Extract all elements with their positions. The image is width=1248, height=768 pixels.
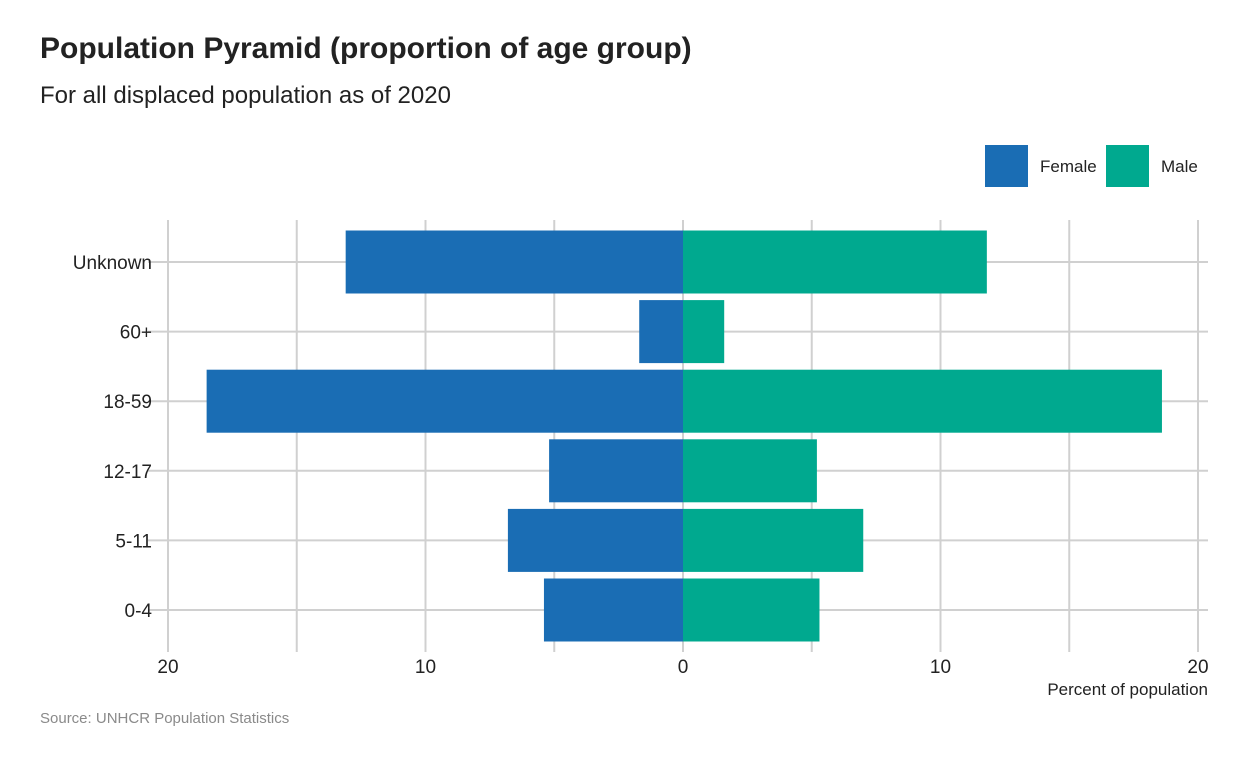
x-tick-label: 10 xyxy=(930,657,951,678)
bar-male xyxy=(683,508,864,572)
legend-swatch-male xyxy=(1106,145,1149,187)
bar-male xyxy=(683,230,987,294)
bars-layer xyxy=(206,230,1162,642)
legend: Female Male xyxy=(985,145,1198,187)
bar-male xyxy=(683,439,817,503)
x-tick-label: 20 xyxy=(157,657,178,678)
chart-title: Population Pyramid (proportion of age gr… xyxy=(40,32,692,65)
bar-female xyxy=(507,508,683,572)
bar-male xyxy=(683,300,725,364)
y-tick-label: Unknown xyxy=(73,253,152,274)
legend-label-female: Female xyxy=(1040,157,1097,176)
bar-female xyxy=(639,300,683,364)
x-axis-title: Percent of population xyxy=(1047,680,1208,699)
legend-swatch-female xyxy=(985,145,1028,187)
y-tick-label: 12-17 xyxy=(103,462,152,483)
y-tick-label: 60+ xyxy=(120,323,152,344)
bar-female xyxy=(345,230,683,294)
bar-female xyxy=(543,578,683,642)
y-tick-label: 18-59 xyxy=(103,392,152,413)
chart-subtitle: For all displaced population as of 2020 xyxy=(40,82,451,109)
y-tick-label: 0-4 xyxy=(125,601,153,622)
bar-male xyxy=(683,369,1162,433)
bar-male xyxy=(683,578,820,642)
legend-label-male: Male xyxy=(1161,157,1198,176)
x-tick-label: 10 xyxy=(415,657,436,678)
x-tick-label: 20 xyxy=(1187,657,1208,678)
axis-layer: Unknown 60+ 18-59 12-17 5-11 0-4 20 10 0 10 20 Perc… xyxy=(73,253,1209,699)
y-tick-label: 5-11 xyxy=(115,531,152,552)
x-tick-label: 0 xyxy=(678,657,689,678)
bar-female xyxy=(206,369,683,433)
bar-female xyxy=(549,439,683,503)
chart-source: Source: UNHCR Population Statistics xyxy=(40,710,290,727)
